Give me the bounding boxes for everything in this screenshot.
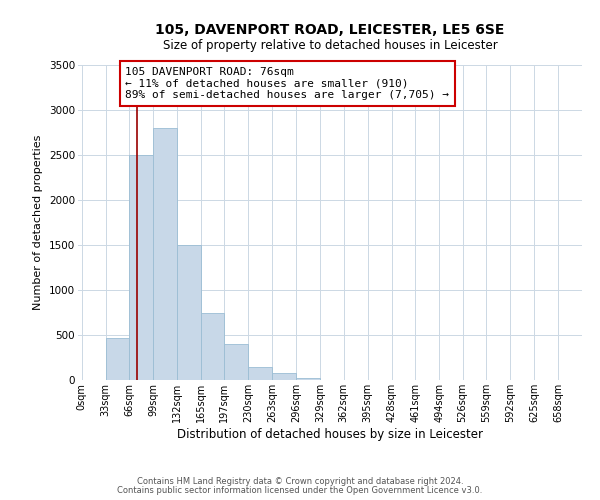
Bar	[248, 366, 272, 380]
Bar	[106, 338, 130, 380]
X-axis label: Distribution of detached houses by size in Leicester: Distribution of detached houses by size …	[177, 428, 483, 440]
Text: 105 DAVENPORT ROAD: 76sqm
← 11% of detached houses are smaller (910)
89% of semi: 105 DAVENPORT ROAD: 76sqm ← 11% of detac…	[125, 67, 449, 100]
Bar	[296, 378, 320, 380]
Bar	[201, 312, 224, 380]
Bar	[177, 245, 201, 380]
Text: Contains HM Land Registry data © Crown copyright and database right 2024.: Contains HM Land Registry data © Crown c…	[137, 477, 463, 486]
Y-axis label: Number of detached properties: Number of detached properties	[34, 135, 43, 310]
Text: Contains public sector information licensed under the Open Government Licence v3: Contains public sector information licen…	[118, 486, 482, 495]
Bar	[272, 373, 296, 380]
Text: Size of property relative to detached houses in Leicester: Size of property relative to detached ho…	[163, 39, 497, 52]
Text: 105, DAVENPORT ROAD, LEICESTER, LE5 6SE: 105, DAVENPORT ROAD, LEICESTER, LE5 6SE	[155, 22, 505, 36]
Bar	[224, 344, 248, 380]
Bar	[130, 155, 154, 380]
Bar	[154, 128, 177, 380]
